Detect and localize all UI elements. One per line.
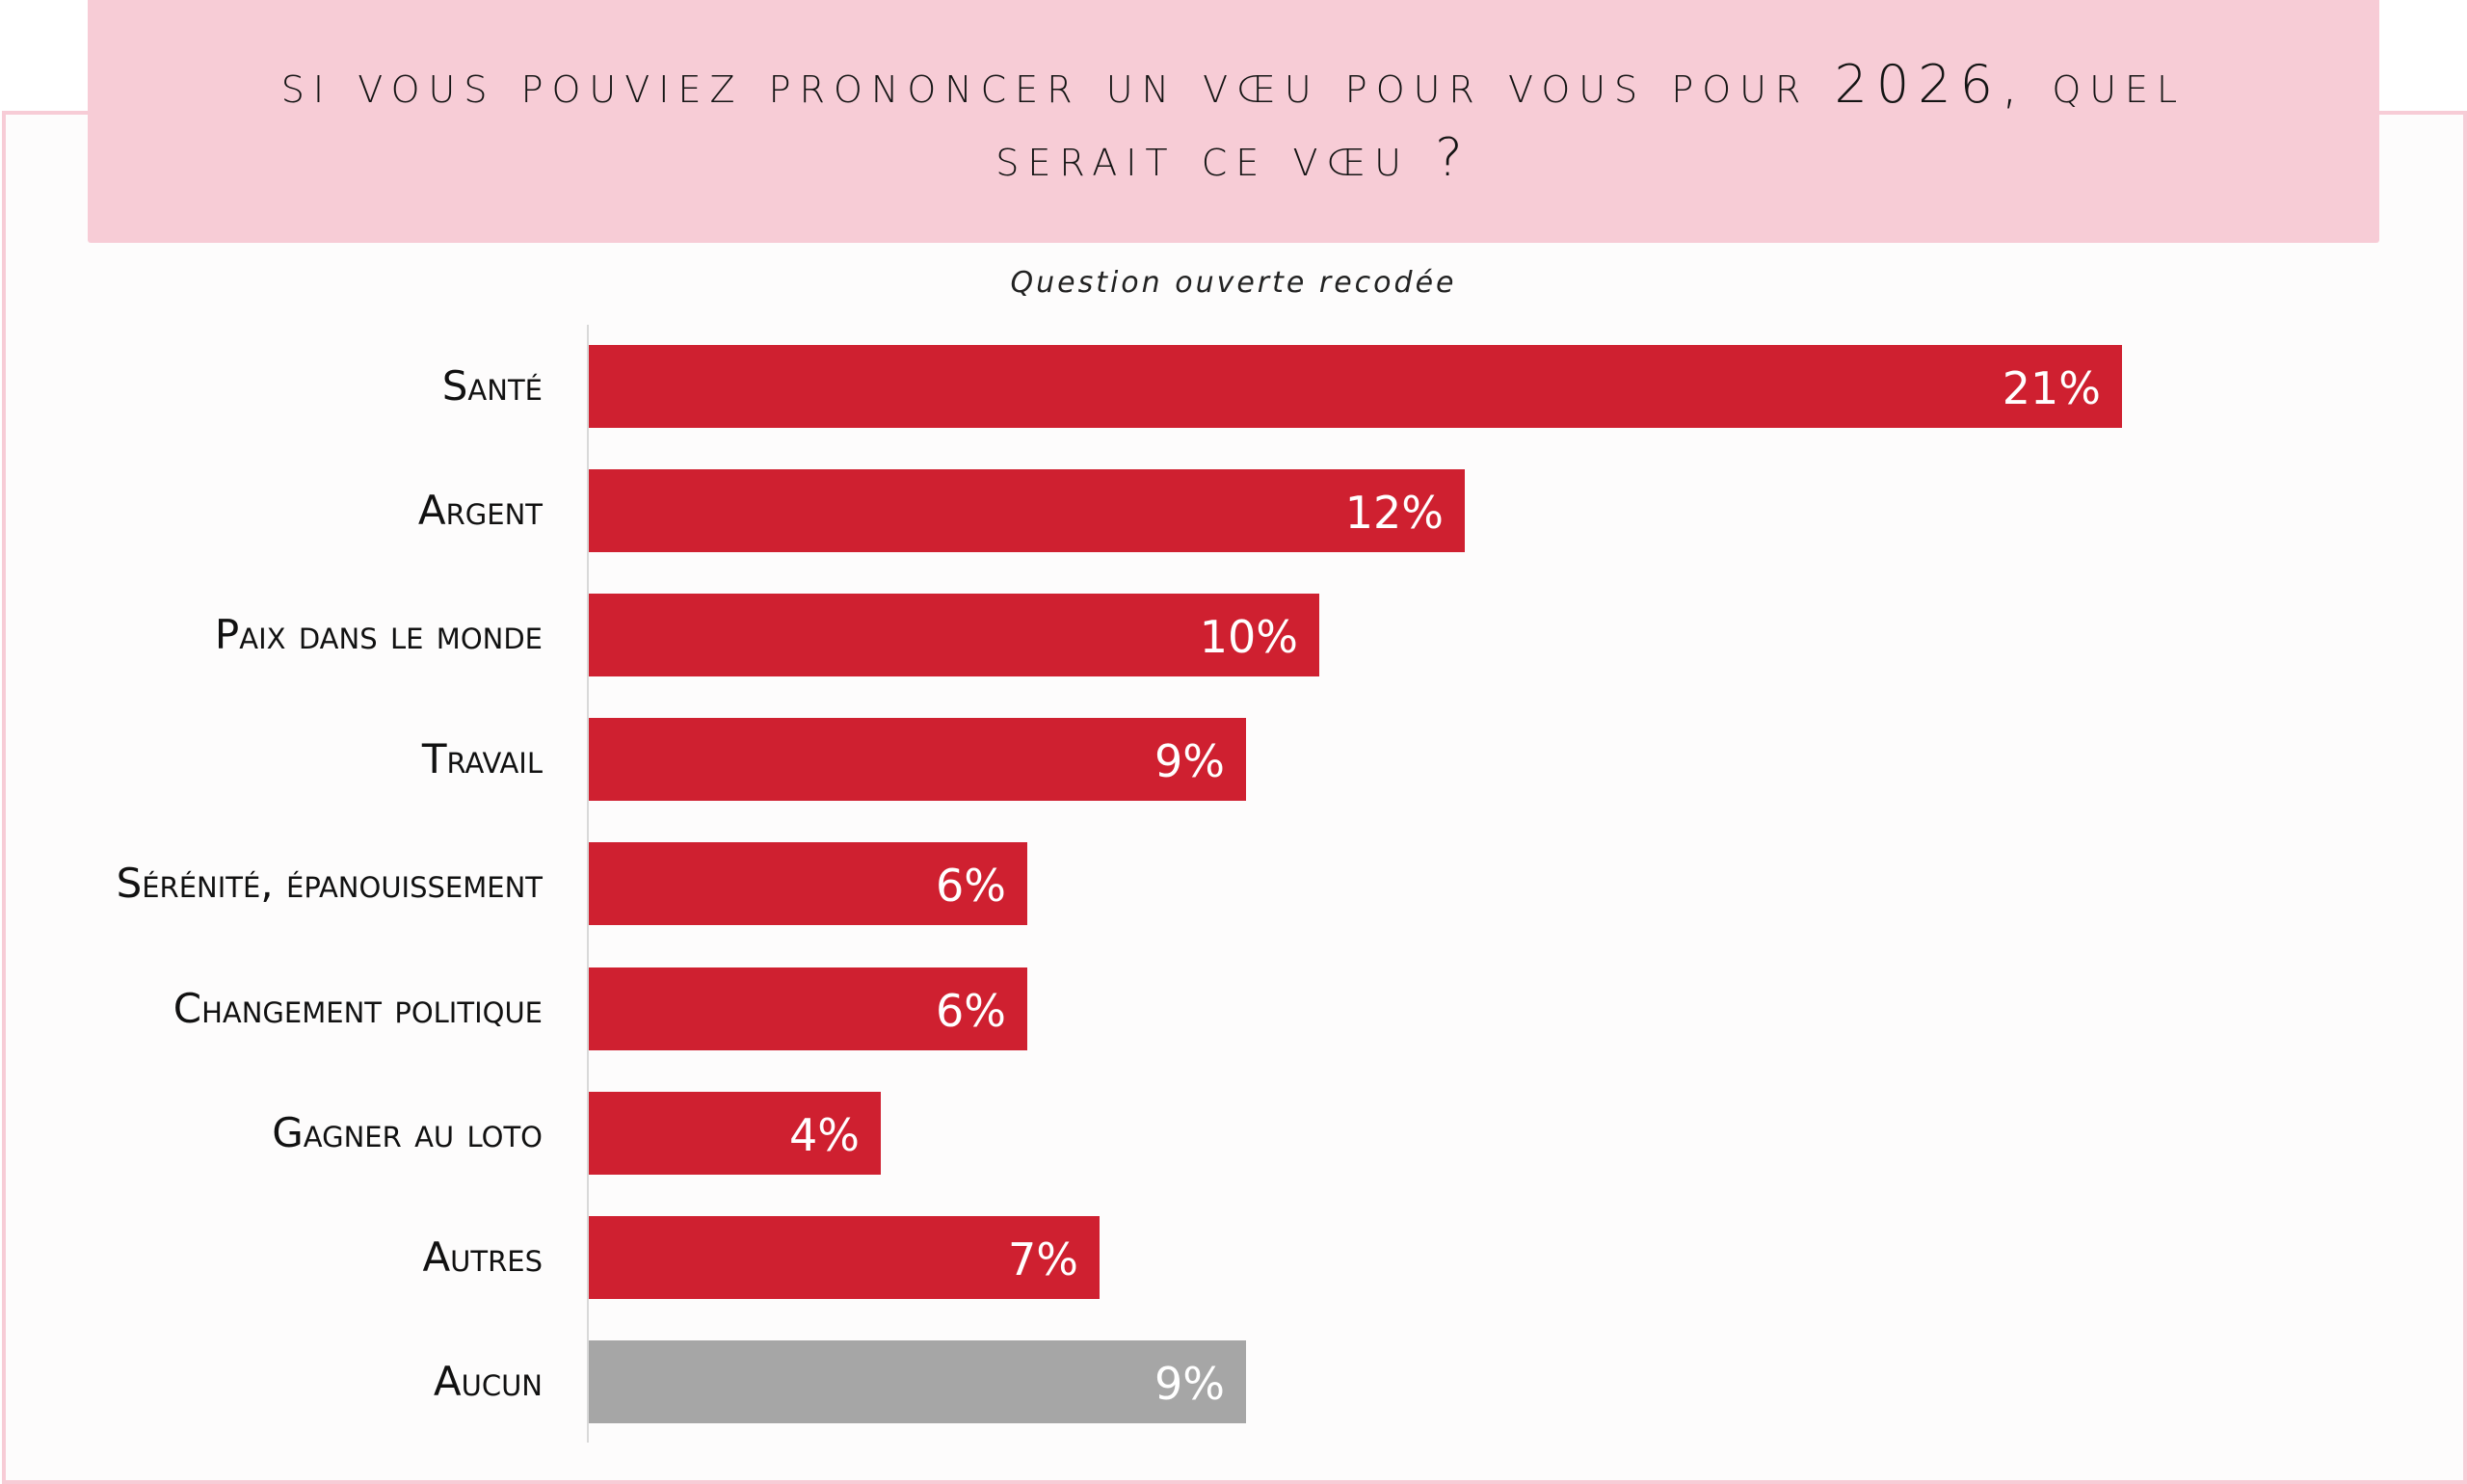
category-label: Paix dans le monde xyxy=(214,611,543,659)
value-label: 10% xyxy=(1199,611,1298,664)
bar: 21% xyxy=(589,345,2122,428)
value-label: 6% xyxy=(936,984,1006,1037)
chart-title-line-1: Si vous pouviez prononcer un vœu pour vo… xyxy=(281,48,2186,121)
category-label: Santé xyxy=(441,362,543,410)
value-label: 4% xyxy=(789,1108,860,1161)
category-label: Aucun xyxy=(433,1357,543,1405)
category-label: Travail xyxy=(421,735,543,783)
bar: 12% xyxy=(589,469,1465,553)
bar: 7% xyxy=(589,1215,1100,1299)
bar: 6% xyxy=(589,842,1027,926)
title-prefix: Si vous pouviez prononcer un vœu pour vo… xyxy=(280,54,1835,115)
chart-subtitle: Question ouverte recodée xyxy=(1010,266,1457,300)
bar: 4% xyxy=(589,1091,881,1175)
bar: 6% xyxy=(589,967,1027,1050)
y-axis-line xyxy=(587,325,589,1443)
value-label: 6% xyxy=(936,860,1006,913)
value-label: 21% xyxy=(2002,362,2101,414)
value-label: 9% xyxy=(1154,1357,1225,1410)
category-label: Sérénité, épanouissement xyxy=(116,860,543,908)
title-year: 2026 xyxy=(1834,54,2002,115)
title-banner: Si vous pouviez prononcer un vœu pour vo… xyxy=(88,0,2379,243)
bar: 10% xyxy=(589,594,1319,677)
value-label: 12% xyxy=(1344,487,1444,540)
bar: 9% xyxy=(589,718,1246,802)
bar: 9% xyxy=(589,1339,1246,1423)
value-label: 9% xyxy=(1154,735,1225,788)
category-label: Autres xyxy=(422,1232,543,1281)
category-label: Argent xyxy=(417,487,543,535)
category-label: Gagner au loto xyxy=(272,1108,543,1156)
category-label: Changement politique xyxy=(172,984,543,1032)
value-label: 7% xyxy=(1008,1232,1078,1285)
chart-title-line-2: serait ce vœu ? xyxy=(995,127,1472,188)
title-suffix: , quel xyxy=(2001,54,2187,115)
